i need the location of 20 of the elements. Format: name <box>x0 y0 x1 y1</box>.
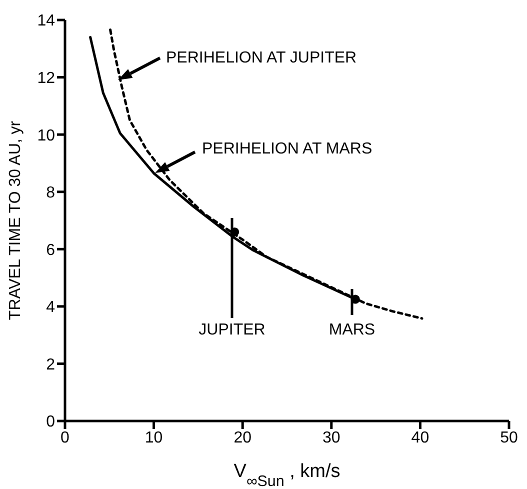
y-tick-label: 12 <box>37 70 56 87</box>
x-tick-label: 10 <box>144 429 163 446</box>
y-tick-label: 14 <box>37 12 56 30</box>
y-tick-label: 0 <box>46 414 56 431</box>
y-tick-label: 6 <box>46 242 56 259</box>
x-axis-title: V$_{∞Sun}$ , km/s <box>234 461 340 489</box>
annotation: PERIHELION AT MARS <box>202 140 372 158</box>
annotation: PERIHELION AT JUPITER <box>166 50 357 66</box>
y-tick-label: 4 <box>46 299 56 316</box>
y-axis-title: TRAVEL TIME TO 30 AU, yr <box>7 120 24 320</box>
x-tick-label: 40 <box>411 429 430 446</box>
y-tick-label: 8 <box>46 184 56 202</box>
x-tick-label: 50 <box>500 429 518 446</box>
x-tick-label: 30 <box>322 429 340 446</box>
y-tick-label: 10 <box>37 127 56 144</box>
annotation: MARS <box>328 322 376 338</box>
annotation: JUPITER <box>198 322 266 338</box>
x-tick-label: 20 <box>234 429 252 446</box>
x-tick-label: 0 <box>60 429 70 446</box>
y-tick-label: 2 <box>46 356 56 374</box>
